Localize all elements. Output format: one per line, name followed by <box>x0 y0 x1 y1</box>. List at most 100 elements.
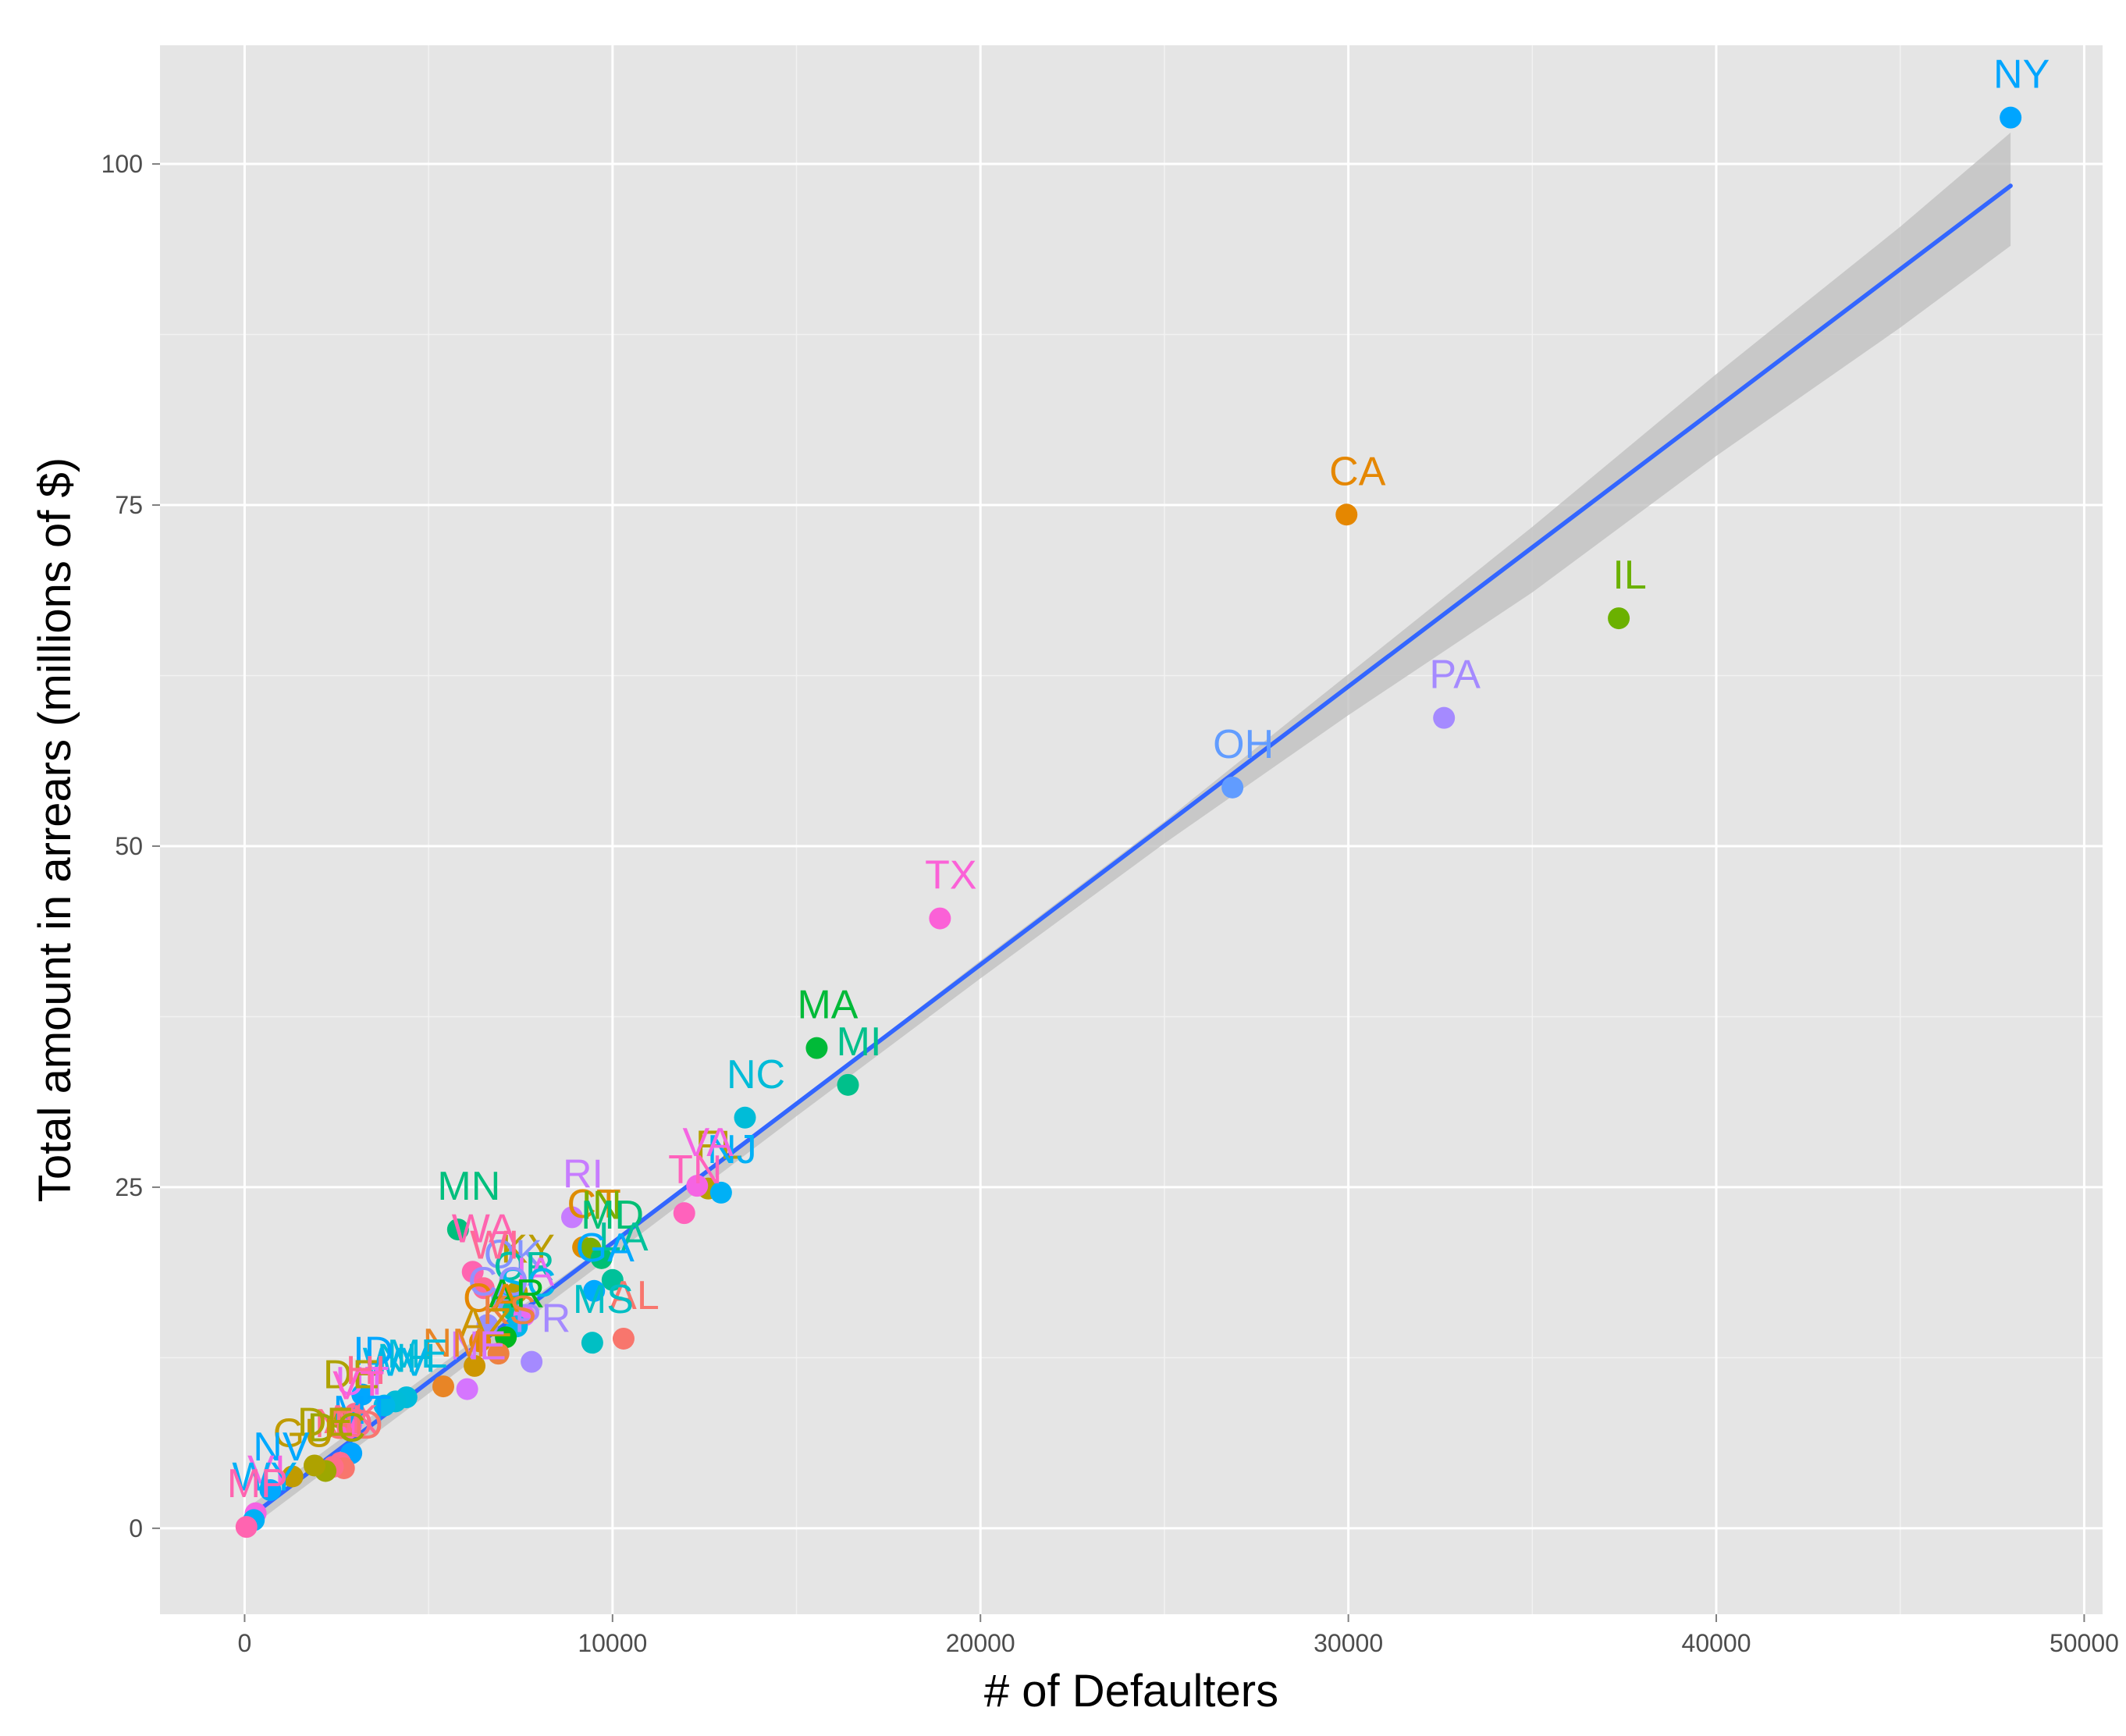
point-label-md: MD <box>581 1193 644 1238</box>
y-axis-ticks: 0 25 50 75 100 <box>101 150 160 1542</box>
point-label-la: LA <box>599 1215 649 1260</box>
y-tick-label: 100 <box>101 150 143 178</box>
data-point-wv <box>373 1394 396 1417</box>
point-label-de: DE <box>297 1400 354 1445</box>
data-point-il <box>1608 607 1630 630</box>
x-tick-label: 50000 <box>2050 1629 2119 1657</box>
point-label-il: IL <box>1612 553 1646 598</box>
data-point-wi <box>472 1277 495 1300</box>
point-label-ga: GA <box>576 1226 635 1271</box>
data-point-ny <box>2000 106 2022 129</box>
data-point-nc <box>734 1106 756 1129</box>
point-label-pa: PA <box>1429 653 1481 698</box>
point-label-wa: WA <box>452 1206 516 1251</box>
point-label-gu: GU <box>273 1410 334 1456</box>
point-label-ak: AK <box>324 1397 379 1443</box>
point-label-nm: NM <box>423 1321 486 1366</box>
x-tick-label: 30000 <box>1314 1629 1383 1657</box>
point-label-hi: HI <box>346 1348 386 1393</box>
point-label-wy: WY <box>232 1454 297 1499</box>
data-point-ks <box>487 1343 510 1365</box>
data-point-wa <box>461 1261 484 1283</box>
data-point-ma <box>805 1037 828 1059</box>
point-label-de: DE <box>323 1352 379 1397</box>
point-label-ky: KY <box>501 1227 555 1272</box>
point-label-mn: MN <box>437 1164 500 1209</box>
point-label-ne: NE <box>450 1324 506 1369</box>
point-label-oh: OH <box>1213 722 1274 767</box>
point-label-vi: VI <box>247 1448 286 1493</box>
data-point-vt <box>336 1418 359 1440</box>
point-label-nj: NJ <box>707 1127 757 1172</box>
point-label-az: AZ <box>460 1300 511 1346</box>
point-label-or: OR <box>494 1244 555 1290</box>
plot-panel <box>160 45 2103 1614</box>
point-label-in: IN <box>581 1183 622 1229</box>
data-point-co <box>476 1314 499 1336</box>
data-point-pr <box>521 1350 543 1373</box>
data-point-ri <box>560 1206 583 1229</box>
data-point-al <box>612 1327 635 1350</box>
point-label-dc: DC <box>308 1405 366 1450</box>
x-axis-title: # of Defaulters <box>984 1666 1278 1716</box>
confidence-band <box>249 132 2011 1528</box>
point-label-nv: NV <box>253 1425 310 1470</box>
point-label-wv: WV <box>363 1340 428 1386</box>
point-label-nh: NH <box>377 1336 436 1381</box>
point-label-tn: TN <box>668 1147 722 1193</box>
point-label-ny: NY <box>1993 52 2050 98</box>
point-label-ca: CA <box>463 1275 520 1321</box>
data-point-nv <box>259 1478 282 1501</box>
data-point-az <box>464 1354 486 1377</box>
point-label-va: VA <box>682 1120 734 1165</box>
point-label-mt: MT <box>333 1388 392 1433</box>
point-label-ri: RI <box>563 1151 603 1197</box>
data-point-tx <box>929 907 951 930</box>
y-axis-title: Total amount in arrears (millions of $) <box>30 457 80 1202</box>
data-point-mi <box>837 1073 859 1096</box>
data-point-ar <box>495 1326 517 1349</box>
data-point-ne <box>456 1378 478 1400</box>
point-label-nc: NC <box>727 1052 785 1097</box>
data-point-tn <box>673 1202 695 1225</box>
data-point-nm <box>432 1375 454 1398</box>
x-tick-label: 40000 <box>1682 1629 1751 1657</box>
data-point-gu <box>281 1465 304 1488</box>
point-label-me: ME <box>387 1332 448 1377</box>
point-label-ar: AR <box>489 1272 545 1317</box>
y-tick-label: 0 <box>129 1514 143 1542</box>
data-point-de <box>303 1454 325 1477</box>
data-point-mp <box>235 1516 258 1539</box>
y-tick-label: 50 <box>115 832 143 860</box>
point-label-fl: FL <box>695 1123 743 1169</box>
data-point-la <box>601 1268 624 1291</box>
point-label-al: AL <box>610 1273 659 1318</box>
data-point-oh <box>1221 776 1244 799</box>
point-label-co: CO <box>468 1259 529 1304</box>
data-point-ms <box>581 1332 603 1354</box>
major-gridlines <box>160 45 2103 1614</box>
point-label-sd: SD <box>327 1403 383 1448</box>
point-label-id: ID <box>353 1329 393 1375</box>
point-label-ca: CA <box>1329 449 1386 494</box>
data-point-mn <box>446 1218 469 1241</box>
x-tick-label: 20000 <box>946 1629 1015 1657</box>
point-label-ut: UT <box>335 1359 389 1404</box>
data-point-id <box>351 1383 374 1406</box>
trend-layer <box>247 132 2013 1528</box>
data-point-pa <box>1433 706 1456 729</box>
y-tick-label: 25 <box>115 1173 143 1201</box>
point-label-ms: MS <box>573 1277 634 1322</box>
point-label-vt: VT <box>332 1363 384 1408</box>
point-label-ok: OK <box>484 1233 542 1278</box>
point-label-ma: MA <box>797 983 858 1028</box>
point-label-pr: PR <box>514 1297 571 1342</box>
point-label-tx: TX <box>925 853 976 898</box>
point-label-ct: CT <box>567 1182 620 1227</box>
point-label-mi: MI <box>837 1019 882 1065</box>
data-point-nj <box>709 1181 732 1204</box>
data-point-md <box>590 1247 613 1269</box>
x-tick-label: 10000 <box>578 1629 647 1657</box>
